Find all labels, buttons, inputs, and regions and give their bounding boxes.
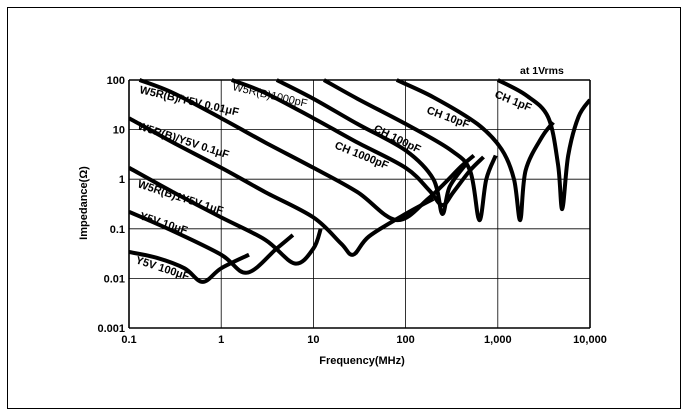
x-tick-label: 100 [396,334,414,346]
impedance-curve [230,78,485,208]
curve-label: W5R(B)1Y5V 1μF [136,178,225,217]
impedance-curve [129,116,435,257]
tick-labels: 0.1 1 10 100 1,000 10,000 100 10 1 0.1 0.01 0.001 [97,75,606,346]
impedance-curve [129,250,250,284]
figure-frame [7,7,681,409]
impedance-curve [395,78,555,223]
x-tick-label: 10 [307,334,319,346]
impedance-curve [138,78,476,223]
y-axis-label: Impedance(Ω) [78,166,90,240]
y-tick-label: 0.01 [104,273,125,285]
impedance-curve [129,166,323,266]
y-tick-label: 0.1 [110,224,125,236]
impedance-curve [275,78,468,216]
curve-label: W5R(B)/Y5V 0.01μF [138,84,240,119]
x-tick-label: 1,000 [484,334,512,346]
curve-label: W5R(B)/Y5V 0.1μF [136,120,231,161]
impedance-curve [129,209,295,275]
grid [128,79,591,329]
y-tick-label: 100 [107,75,125,87]
y-tick-label: 10 [113,125,125,137]
curve-label: Y5V 10μF [138,210,189,237]
curves [129,78,590,284]
y-tick-label: 1 [119,174,125,186]
x-tick-label: 0.1 [121,334,136,346]
y-tick-label: 0.001 [97,323,125,335]
x-tick-label: 10,000 [573,334,607,346]
curve-label: CH 1pF [493,89,533,115]
impedance-curve [496,78,590,212]
impedance-curve [322,78,498,223]
x-axis-label: Frequency(MHz) [319,355,405,367]
curve-label: CH 10pF [425,105,471,132]
measurement-note: at 1Vrms [520,65,564,77]
x-tick-label: 1 [218,334,224,346]
curve-label: W5R(B)1000pF [231,81,308,110]
